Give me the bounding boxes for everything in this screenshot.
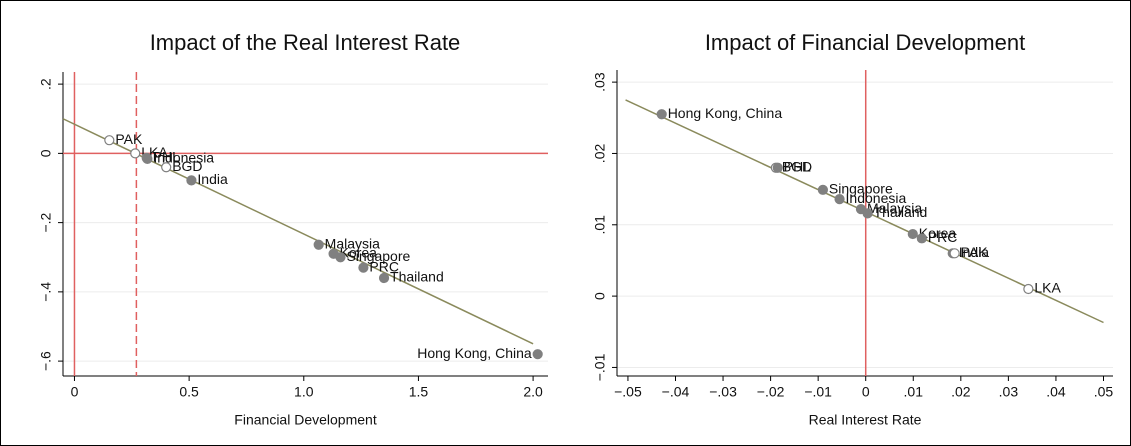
y-tick-label: .02: [592, 144, 608, 164]
point-label: Indonesia: [153, 150, 214, 166]
y-tick-label: .03: [592, 72, 608, 92]
x-tick-label: .03: [999, 384, 1019, 400]
x-tick-label: 0.5: [179, 384, 199, 400]
point: [1023, 283, 1034, 295]
point-label: BGD: [782, 158, 812, 174]
x-tick-label: −.01: [804, 384, 832, 400]
y-tick-label: 0: [38, 149, 54, 157]
y-tick-label: −.2: [38, 212, 54, 232]
y-tick-label: −.01: [592, 353, 608, 381]
point-label: LKA: [1034, 280, 1061, 296]
fit-line: [62, 118, 534, 345]
point: [358, 262, 369, 273]
x-tick-label: 1.0: [294, 384, 314, 400]
point-label: Hong Kong, China: [668, 105, 783, 121]
point-label: PAK: [961, 244, 989, 260]
y-tick-label: −.4: [38, 282, 54, 302]
point: [772, 162, 783, 173]
x-tick-label: .05: [1094, 384, 1114, 400]
point: [532, 349, 543, 360]
x-tick-label: −.03: [709, 384, 737, 400]
point-label: Thailand: [390, 269, 444, 285]
y-tick-label: −.6: [38, 351, 54, 371]
x-tick-label: 2.0: [523, 384, 543, 400]
point-label: Singapore: [346, 248, 410, 264]
x-tick-label: 0: [862, 384, 870, 400]
y-tick-label: 0: [592, 292, 608, 300]
point-label: Korea: [919, 225, 957, 241]
point: [142, 153, 153, 165]
x-tick-label: 1.5: [409, 384, 429, 400]
point-label: BGD: [172, 158, 202, 174]
point: [161, 162, 172, 173]
point: [378, 272, 390, 284]
point-label: Malaysia: [325, 235, 380, 251]
point-label: India: [197, 171, 228, 187]
point: [656, 109, 667, 120]
point-label: Singapore: [829, 181, 893, 197]
x-tick-label: 0: [71, 384, 79, 400]
x-axis-title: Financial Development: [234, 412, 377, 428]
point-label: PHL: [153, 149, 180, 165]
x-tick-label: −.04: [662, 384, 690, 400]
y-tick-label: .01: [592, 215, 608, 235]
point: [313, 239, 324, 250]
point: [907, 228, 918, 240]
point: [186, 175, 197, 186]
point: [104, 135, 115, 146]
point: [130, 148, 141, 159]
x-tick-label: .01: [904, 384, 924, 400]
point: [862, 208, 873, 219]
point: [335, 252, 346, 263]
point-label: Malaysia: [867, 200, 922, 216]
point-label: PRC: [369, 258, 399, 274]
point-label: PHL: [784, 158, 811, 174]
x-axis-title: Real Interest Rate: [809, 412, 922, 428]
point-label: PRC: [928, 229, 958, 245]
point-label: Indonesia: [846, 190, 907, 206]
point: [817, 184, 829, 195]
point-label: Korea: [340, 244, 378, 260]
point-label: Hong Kong, China: [417, 345, 532, 361]
chart-title: Impact of the Real Interest Rate: [150, 30, 461, 55]
chart-title: Impact of Financial Development: [705, 30, 1025, 55]
point-label: Thailand: [874, 204, 928, 220]
point: [949, 248, 960, 259]
x-tick-label: −.02: [757, 384, 785, 400]
y-tick-label: .2: [38, 78, 54, 90]
point-label: India: [959, 244, 990, 260]
point: [916, 233, 927, 244]
x-tick-label: .02: [951, 384, 971, 400]
point: [834, 194, 845, 205]
x-tick-label: −.05: [614, 384, 642, 400]
point-label: PAK: [115, 131, 143, 147]
x-tick-label: .04: [1046, 384, 1066, 400]
